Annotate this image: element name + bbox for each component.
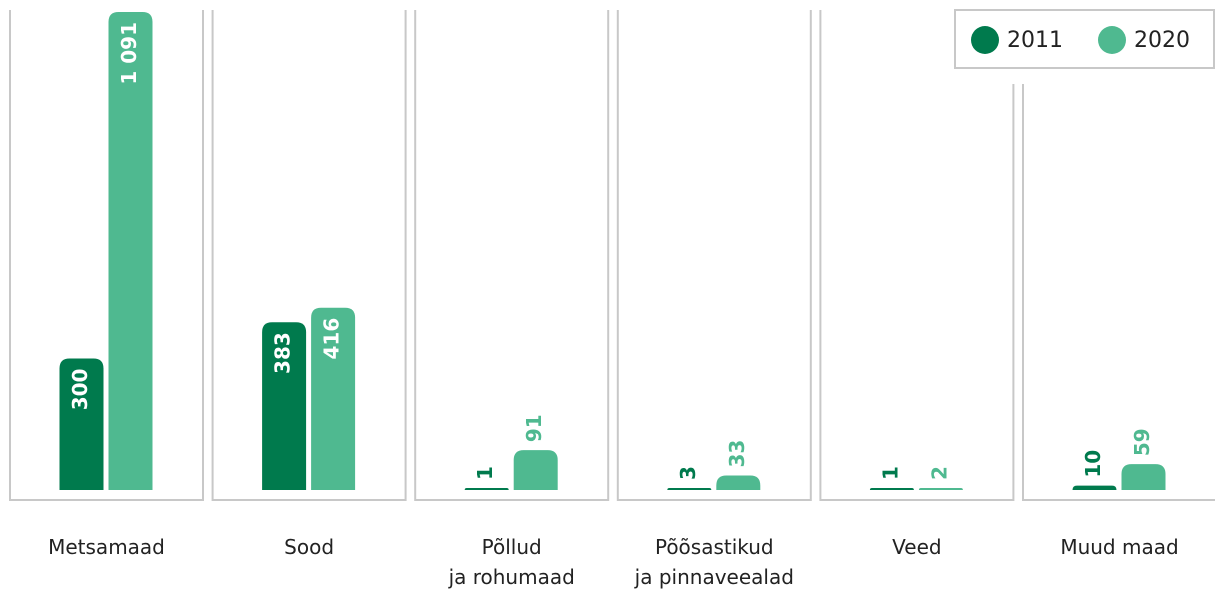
bar (869, 488, 914, 490)
bar (59, 358, 104, 490)
x-tick-label: Põõsastikud ja pinnaveealad (634, 535, 794, 589)
value-label: 416 (320, 318, 344, 360)
legend-swatch (971, 26, 999, 54)
legend-swatch (1098, 26, 1126, 54)
panel-frame (211, 10, 407, 501)
panel-frame (1022, 10, 1215, 501)
bar (513, 450, 558, 490)
value-label: 383 (271, 332, 295, 374)
value-label: 91 (522, 414, 546, 442)
panel-frame (616, 10, 812, 501)
bar (311, 307, 356, 490)
value-label: 59 (1130, 428, 1154, 456)
value-label: 1 091 (117, 22, 141, 85)
x-tick-label: Metsamaad (48, 535, 165, 559)
value-label: 2 (927, 466, 951, 480)
value-label: 1 (473, 466, 497, 480)
value-label: 3 (676, 466, 700, 480)
legend-label: 2011 (1007, 28, 1063, 53)
value-label: 300 (68, 369, 92, 411)
bar (262, 322, 307, 490)
bar (464, 488, 509, 490)
value-label: 33 (725, 440, 749, 468)
panel-frame (9, 10, 204, 501)
panel-frame (414, 10, 610, 501)
x-tick-label: Muud maad (1060, 535, 1179, 559)
x-tick-label: Sood (284, 535, 335, 559)
value-label: 1 (878, 466, 902, 480)
value-label: 10 (1081, 450, 1105, 478)
bar (1121, 464, 1166, 490)
x-tick-label: Põllud ja rohumaad (448, 535, 575, 589)
bar (1072, 485, 1117, 490)
legend-label: 2020 (1134, 28, 1190, 53)
bar (918, 488, 963, 490)
bar (716, 475, 761, 490)
bar (667, 488, 712, 490)
x-tick-label: Veed (892, 535, 942, 559)
bar (108, 12, 153, 490)
panel-frame (819, 10, 1015, 501)
